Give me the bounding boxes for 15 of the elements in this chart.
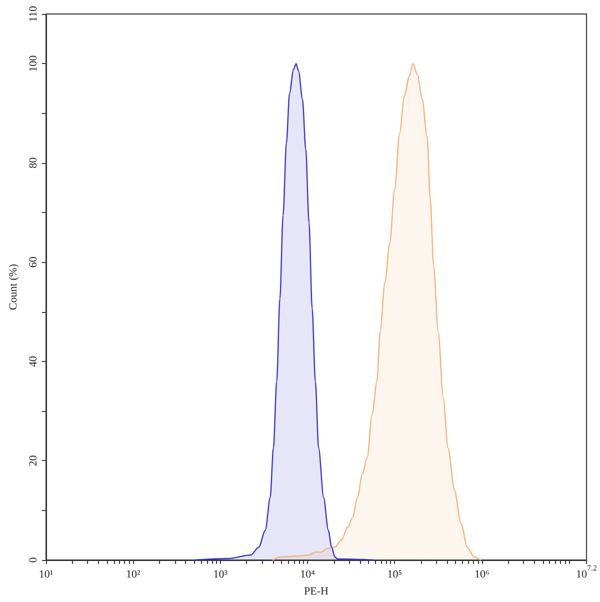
x-tick-label: 10² [126, 568, 142, 580]
y-tick-label: 80 [28, 156, 40, 168]
x-tick-label: 10¹ [38, 568, 54, 580]
x-tick-label: 10⁴ [300, 568, 316, 580]
y-tick-label: 60 [28, 256, 40, 268]
x-tick-label: 10⁵ [387, 568, 402, 580]
y-tick-label: 100 [28, 54, 40, 72]
y-tick-label: 110 [28, 5, 40, 22]
x-axis-title: PE-H [304, 586, 329, 598]
y-tick-label: 40 [28, 355, 40, 367]
x-tick-label: 10³ [213, 568, 228, 580]
y-axis-title: Count (%) [8, 264, 20, 310]
y-tick-label: 0 [28, 556, 40, 563]
x-tick-label: 10⁶ [474, 568, 490, 580]
y-tick-label: 20 [28, 454, 40, 466]
